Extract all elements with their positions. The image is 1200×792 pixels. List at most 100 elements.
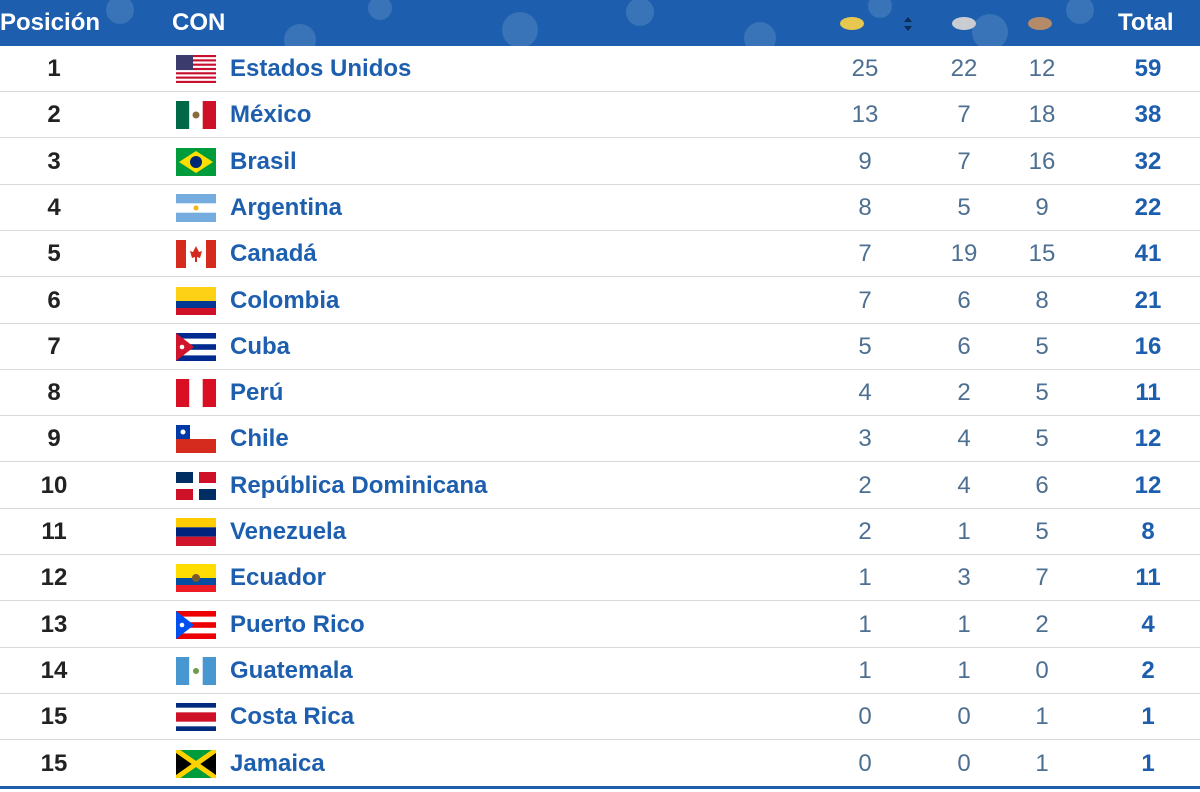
country-link[interactable]: Guatemala	[230, 656, 353, 684]
gold-count: 5	[858, 332, 872, 360]
gold-count: 1	[858, 564, 872, 592]
silver-count: 0	[957, 749, 971, 777]
bronze-count: 1	[1035, 749, 1049, 777]
silver-count: 7	[957, 101, 971, 129]
table-row: 11 Venezuela 2 1 5 8	[0, 509, 1200, 555]
silver-count: 1	[957, 656, 971, 684]
row-position: 1	[47, 55, 61, 82]
cuba-flag-icon	[176, 332, 216, 361]
silver-count: 1	[957, 518, 971, 545]
table-row: 10 República Dominicana 2 4 6 12	[0, 463, 1200, 509]
silver-count: 7	[957, 147, 971, 175]
bronze-count: 7	[1035, 564, 1049, 592]
silver-count: 19	[950, 240, 978, 268]
total-count: 59	[1134, 55, 1162, 82]
ecuador-flag-icon	[176, 564, 216, 593]
row-position: 15	[40, 703, 68, 731]
gold-count: 2	[858, 518, 872, 545]
header-total[interactable]: Total	[1118, 9, 1174, 36]
country-link[interactable]: Jamaica	[230, 749, 325, 777]
total-count: 12	[1134, 425, 1162, 453]
table-row: 13 Puerto Rico 1 1 2 4	[0, 602, 1200, 648]
total-count: 8	[1141, 518, 1155, 545]
gold-count: 7	[858, 286, 872, 314]
row-position: 3	[47, 147, 61, 175]
silver-count: 5	[957, 193, 971, 221]
total-count: 4	[1141, 610, 1155, 638]
table-row: 2 México 13 7 18 38	[0, 92, 1200, 139]
bronze-medal-icon[interactable]	[1028, 17, 1052, 30]
total-count: 38	[1134, 101, 1162, 129]
row-position: 8	[47, 379, 61, 407]
table-row: 15 Costa Rica 0 0 1 1	[0, 694, 1200, 741]
gold-count: 1	[858, 610, 872, 638]
brazil-flag-icon	[176, 147, 216, 176]
row-position: 14	[40, 656, 68, 684]
country-link[interactable]: Chile	[230, 425, 289, 453]
silver-count: 2	[957, 379, 971, 407]
row-position: 10	[40, 471, 68, 499]
silver-count: 4	[957, 425, 971, 453]
total-count: 2	[1141, 656, 1155, 684]
gold-count: 9	[858, 147, 872, 175]
header-pattern	[106, 0, 1094, 46]
table-row: 6 Colombia 7 6 8 21	[0, 278, 1200, 324]
gold-count: 25	[851, 55, 879, 82]
row-position: 7	[47, 332, 61, 360]
total-count: 11	[1135, 379, 1161, 407]
silver-count: 6	[957, 286, 971, 314]
total-count: 32	[1134, 147, 1162, 175]
row-position: 15	[40, 749, 68, 777]
country-link[interactable]: Venezuela	[230, 518, 347, 545]
table-row: 3 Brasil 9 7 16 32	[0, 139, 1200, 185]
gold-count: 8	[858, 193, 872, 221]
country-link[interactable]: Costa Rica	[230, 703, 355, 731]
country-link[interactable]: Brasil	[230, 147, 297, 175]
silver-count: 3	[957, 564, 971, 592]
row-position: 4	[47, 193, 61, 221]
total-count: 22	[1134, 193, 1162, 221]
bronze-count: 9	[1035, 193, 1049, 221]
bronze-count: 1	[1035, 703, 1049, 731]
header-con[interactable]: CON	[172, 9, 226, 36]
gold-count: 1	[858, 656, 872, 684]
country-link[interactable]: Cuba	[230, 332, 290, 360]
country-link[interactable]: México	[230, 101, 312, 129]
colombia-flag-icon	[176, 286, 216, 315]
table-row: 7 Cuba 5 6 5 16	[0, 324, 1200, 370]
silver-medal-icon[interactable]	[952, 17, 976, 30]
gold-count: 4	[858, 379, 872, 407]
puerto-rico-flag-icon	[176, 610, 216, 639]
costa-rica-flag-icon	[176, 703, 216, 732]
country-link[interactable]: Colombia	[230, 286, 340, 314]
total-count: 11	[1135, 564, 1161, 592]
row-position: 9	[47, 425, 61, 453]
gold-medal-icon[interactable]	[840, 17, 864, 30]
guatemala-flag-icon	[176, 656, 216, 685]
canada-flag-icon	[176, 240, 216, 269]
gold-count: 3	[858, 425, 872, 453]
bronze-count: 2	[1035, 610, 1049, 638]
header-position[interactable]: Posición	[0, 9, 101, 36]
total-count: 41	[1134, 240, 1162, 268]
argentina-flag-icon	[176, 193, 216, 222]
bronze-count: 5	[1035, 379, 1049, 407]
table-row: 14 Guatemala 1 1 0 2	[0, 648, 1200, 694]
chile-flag-icon	[176, 425, 216, 454]
sort-icon[interactable]	[902, 15, 914, 33]
table-row: 12 Ecuador 1 3 7 11	[0, 555, 1200, 602]
bronze-count: 0	[1035, 656, 1049, 684]
country-link[interactable]: República Dominicana	[230, 471, 488, 499]
country-link[interactable]: Canadá	[230, 240, 317, 268]
bronze-count: 5	[1035, 518, 1049, 545]
country-link[interactable]: Puerto Rico	[230, 610, 365, 638]
country-link[interactable]: Perú	[230, 379, 284, 407]
country-link[interactable]: Estados Unidos	[230, 55, 412, 82]
country-link[interactable]: Argentina	[230, 193, 343, 221]
country-link[interactable]: Ecuador	[230, 564, 327, 592]
bronze-count: 5	[1035, 332, 1049, 360]
dominican-republic-flag-icon	[176, 471, 216, 500]
gold-count: 0	[858, 749, 872, 777]
bronze-count: 18	[1028, 101, 1056, 129]
row-position: 12	[40, 564, 68, 592]
